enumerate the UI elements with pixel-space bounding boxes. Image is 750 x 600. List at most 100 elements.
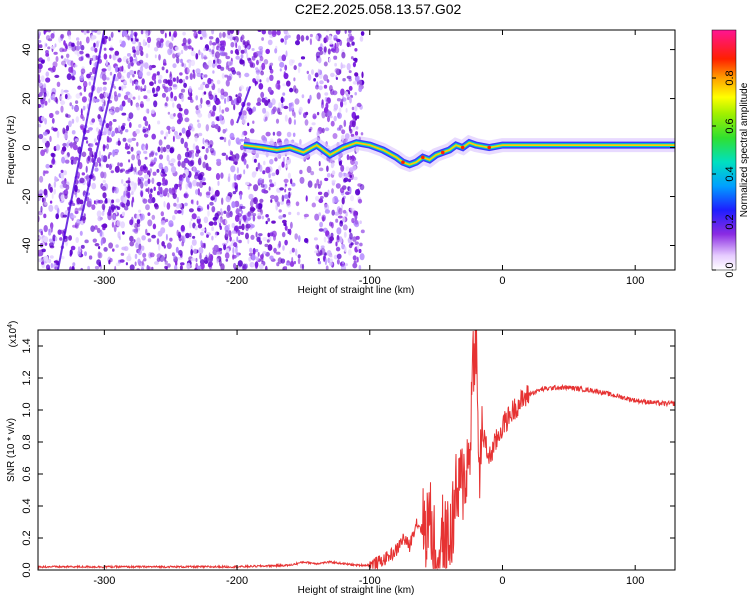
spectrogram-cell	[113, 91, 117, 97]
spectrogram-cell	[162, 85, 166, 90]
spectrogram-cell	[205, 191, 211, 196]
spectrogram-cell	[324, 92, 329, 96]
snr-panel: -300 -200 -100 0 100 0.0 0.2 0.4 0.6 0.8 1.0 1.2 1.…	[6, 321, 676, 596]
spectrogram-cell	[352, 81, 358, 85]
spectrogram-cell	[75, 237, 79, 243]
spectrogram-cell	[101, 211, 105, 216]
spectrogram-cell	[106, 77, 110, 81]
spectrogram-cell	[318, 167, 324, 172]
spectrogram-cell	[235, 246, 238, 254]
spectrogram-cell	[242, 60, 246, 67]
spectrogram-cell	[122, 69, 126, 74]
spectrogram-cell	[259, 164, 263, 172]
spectrogram-cell	[161, 92, 167, 98]
spectrogram-cell	[247, 211, 252, 217]
spectrogram-cell	[79, 75, 85, 81]
spectrogram-cell	[238, 239, 242, 244]
spectrogram-cell	[144, 156, 148, 160]
spectrogram-cell	[229, 132, 235, 140]
spectrogram-cell	[145, 204, 150, 211]
spectrogram-cell	[38, 258, 43, 263]
spectrogram-cell	[288, 35, 291, 38]
spectrogram-cell	[135, 85, 138, 90]
spectrogram-cell	[60, 89, 64, 95]
spectrogram-cell	[49, 200, 53, 204]
spectrogram-cell	[326, 30, 330, 33]
spectrogram-cell	[106, 135, 110, 143]
spectrogram-cell	[268, 186, 271, 191]
spectrogram-cell	[75, 116, 80, 123]
spectrogram-cell	[68, 95, 72, 100]
spectrogram-cell	[150, 151, 154, 158]
spectrogram-cell	[136, 237, 141, 245]
spectrogram-cell	[91, 204, 96, 211]
spectrogram-cell	[317, 68, 320, 76]
spectrogram-cell	[352, 255, 357, 261]
spectrogram-cell	[114, 265, 117, 270]
spectrogram-cell	[326, 110, 332, 117]
spectrogram-cell	[172, 53, 176, 59]
spectrogram-cell	[349, 43, 352, 48]
spectrogram-cell	[45, 77, 51, 83]
spectrogram-cell	[216, 158, 222, 162]
spectrogram-cell	[319, 249, 323, 256]
spectrogram-cell	[227, 60, 234, 67]
spectrogram-cell	[214, 231, 217, 239]
spectrogram-cell	[43, 149, 47, 153]
spectrogram-cell	[190, 249, 193, 256]
spectrogram-cell	[47, 46, 51, 50]
spectrogram-cell	[118, 125, 121, 133]
spectrogram-cell	[54, 204, 59, 211]
spectrogram-cell	[255, 74, 260, 82]
spectrogram-cell	[331, 188, 334, 194]
spectrogram-cell	[177, 210, 182, 214]
spectrogram-cell	[209, 144, 213, 148]
spectrogram-cell	[216, 64, 222, 69]
spectrogram-cell	[284, 225, 288, 231]
spectrogram-cell	[243, 48, 248, 54]
spectrogram-cell	[155, 152, 158, 156]
spectrogram-cell	[321, 111, 326, 119]
spectrogram-cell	[145, 53, 149, 59]
y-tick-label: -40	[21, 238, 33, 254]
spectrogram-cell	[208, 261, 213, 267]
spectrogram-streak	[56, 30, 106, 270]
spectrogram-cell	[149, 252, 155, 258]
spectrogram-cell	[199, 253, 202, 260]
y-tick-label: 1.2	[21, 370, 33, 385]
spectrogram-cell	[195, 189, 199, 195]
spectrogram-cell	[132, 74, 135, 78]
spectrogram-cell	[181, 62, 184, 67]
spectrogram-cell	[133, 239, 136, 243]
spectrogram-cell	[162, 78, 168, 84]
spectrogram-cell	[343, 231, 347, 238]
spectrogram-cell	[333, 103, 339, 111]
spectrogram-cell	[179, 184, 182, 191]
spectrogram-cell	[265, 220, 268, 225]
spectrogram-cell	[306, 165, 312, 174]
spectrogram-cell	[114, 106, 120, 113]
spectrogram-cell	[126, 255, 132, 262]
spectrogram-cell	[284, 239, 288, 246]
spectrogram-cell	[269, 65, 272, 71]
spectrogram-cell	[215, 60, 218, 67]
spectrogram-cell	[275, 251, 281, 255]
spectrogram-cell	[264, 243, 269, 248]
spectrogram-cell	[49, 255, 54, 259]
spectrogram-cell	[166, 154, 170, 162]
ridge-peak	[440, 150, 445, 155]
spectrogram-cell	[324, 209, 330, 214]
spectrogram-cell	[241, 223, 245, 231]
spectrogram-cell	[147, 198, 153, 204]
spectrogram-cell	[336, 227, 342, 235]
spectrogram-cell	[140, 181, 144, 189]
spectrogram-cell	[238, 190, 243, 197]
spectrogram-cell	[123, 80, 128, 85]
spectrogram-cell	[350, 159, 355, 165]
spectrogram-cell	[98, 199, 104, 204]
spectrogram-cell	[40, 205, 43, 213]
spectrogram-cell	[326, 173, 331, 178]
spectrogram-cell	[288, 117, 292, 125]
spectrogram-cell	[110, 170, 115, 174]
